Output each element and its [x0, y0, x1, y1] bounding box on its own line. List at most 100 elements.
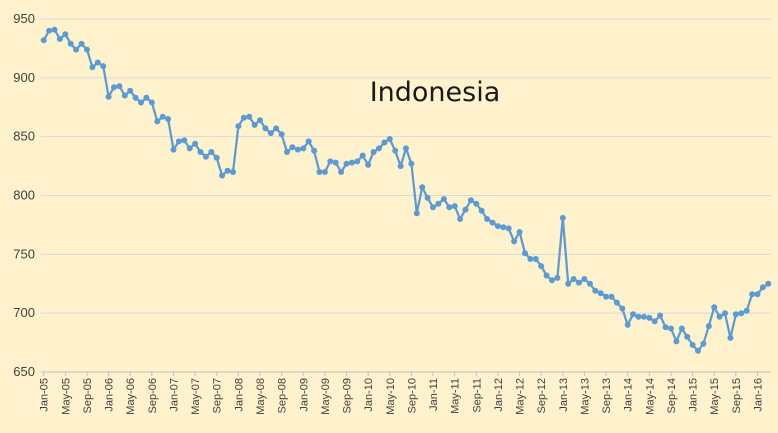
- x-tick-label: Sep-09: [342, 378, 354, 413]
- data-point: [624, 321, 631, 328]
- data-point: [516, 229, 523, 235]
- x-tick-label: Jan-16: [752, 378, 764, 412]
- data-point: [684, 333, 691, 340]
- x-tick-label: May-15: [709, 378, 721, 415]
- data-point: [500, 224, 507, 231]
- data-point: [348, 159, 355, 166]
- data-point: [208, 149, 215, 155]
- data-point: [403, 145, 409, 152]
- data-point: [532, 256, 539, 262]
- data-point: [749, 291, 756, 298]
- data-point: [430, 204, 436, 211]
- data-point: [257, 117, 263, 124]
- data-point: [435, 200, 442, 207]
- x-tick-label: May-06: [125, 378, 137, 415]
- data-point: [121, 92, 128, 99]
- data-point: [116, 83, 123, 90]
- data-point: [376, 145, 382, 152]
- data-point: [592, 287, 599, 294]
- data-point: [219, 172, 226, 179]
- x-tick-label: Jan-14: [623, 378, 635, 412]
- data-point: [527, 256, 534, 262]
- data-point: [576, 279, 582, 286]
- data-point: [197, 149, 204, 155]
- data-point: [511, 238, 518, 245]
- data-point: [462, 206, 469, 213]
- x-tick-label: Jan-13: [558, 378, 570, 412]
- data-point: [386, 136, 393, 142]
- data-point: [289, 144, 296, 151]
- data-point: [213, 154, 220, 161]
- data-point: [67, 40, 74, 47]
- data-point: [457, 216, 464, 222]
- x-tick-label: Sep-05: [82, 378, 94, 413]
- data-point: [716, 313, 723, 320]
- data-point: [332, 159, 339, 166]
- x-tick-label: May-05: [60, 378, 72, 415]
- data-point: [635, 313, 642, 320]
- data-point: [586, 280, 593, 287]
- data-point: [170, 146, 177, 153]
- x-tick-label: May-12: [515, 378, 527, 415]
- data-point: [94, 59, 101, 66]
- x-tick-label: May-08: [255, 378, 267, 415]
- data-point: [397, 163, 404, 170]
- data-point: [570, 276, 577, 282]
- data-point: [343, 160, 350, 167]
- x-tick-label: Jan-11: [428, 378, 440, 411]
- x-tick-label: May-07: [190, 378, 202, 415]
- data-point: [359, 152, 366, 159]
- data-point: [478, 207, 485, 214]
- data-point: [695, 347, 701, 354]
- data-point: [413, 210, 420, 217]
- x-tick-label: Jan-07: [168, 378, 180, 412]
- data-point: [327, 158, 334, 165]
- data-point: [543, 272, 550, 279]
- data-point: [175, 138, 182, 145]
- data-point: [246, 113, 253, 120]
- data-point: [381, 139, 388, 146]
- data-point: [111, 84, 117, 91]
- chart-title: Indonesia: [370, 77, 501, 108]
- data-point: [40, 37, 47, 44]
- x-tick-label: Sep-11: [471, 378, 483, 413]
- x-tick-label: Jan-08: [233, 378, 245, 412]
- y-tick-label: 850: [13, 129, 35, 144]
- data-point: [181, 137, 188, 144]
- data-point: [440, 196, 447, 202]
- data-point: [689, 341, 696, 348]
- data-point: [354, 158, 361, 165]
- y-tick-label: 650: [13, 364, 35, 379]
- gridlines: [41, 18, 771, 314]
- x-tick-label: Sep-06: [147, 378, 159, 413]
- y-tick-label: 900: [13, 70, 35, 85]
- data-point: [240, 114, 247, 121]
- data-point: [127, 87, 134, 94]
- data-point: [732, 311, 739, 318]
- data-point: [678, 325, 685, 332]
- data-point: [700, 340, 707, 347]
- data-point: [711, 304, 718, 311]
- x-tick-label: May-11: [450, 378, 462, 414]
- x-tick-label: Jan-06: [104, 378, 116, 412]
- x-tick-label: May-10: [385, 378, 397, 415]
- data-point: [581, 276, 588, 282]
- data-point: [613, 299, 620, 306]
- data-point: [251, 121, 258, 128]
- data-point: [484, 216, 491, 222]
- data-point: [722, 310, 728, 317]
- data-point: [549, 277, 555, 284]
- data-point: [419, 184, 426, 191]
- data-point: [148, 99, 155, 106]
- y-tick-label: 700: [13, 305, 35, 320]
- data-point: [738, 310, 745, 317]
- data-point: [316, 169, 323, 175]
- x-tick-label: Jan-12: [493, 378, 505, 412]
- data-point: [424, 194, 431, 201]
- data-point: [84, 46, 90, 53]
- x-tick-label: Sep-14: [666, 378, 678, 413]
- data-point: [224, 167, 231, 174]
- data-point: [51, 26, 58, 33]
